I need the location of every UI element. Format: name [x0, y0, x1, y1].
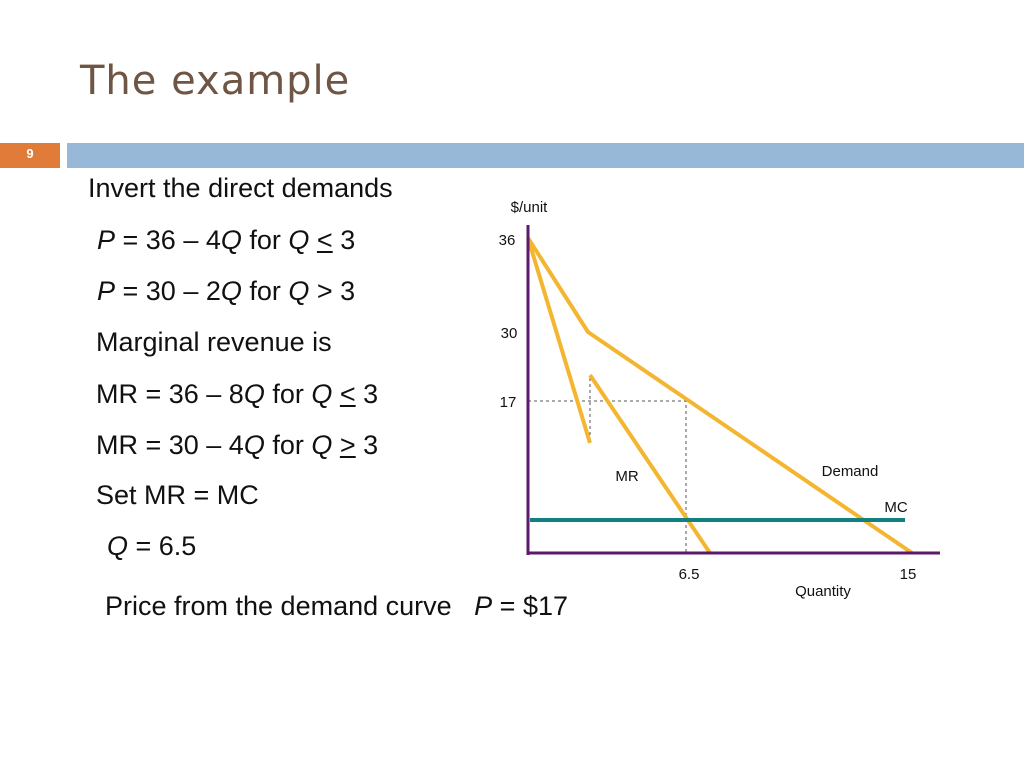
text: Q — [288, 225, 310, 255]
text: = 30 – 2 — [115, 276, 221, 306]
text: < — [339, 379, 356, 409]
text: MR = 36 – 8 — [96, 379, 244, 409]
text: for — [241, 225, 289, 255]
text: P — [97, 225, 116, 255]
mr-curve — [526, 237, 592, 444]
slide-number: 9 — [0, 143, 60, 168]
text: Q — [243, 430, 265, 460]
y-label: 17 — [500, 394, 517, 411]
text: P — [474, 591, 493, 621]
text-line: Invert the direct demands — [88, 173, 393, 204]
text: Set MR = MC — [96, 480, 259, 510]
text: > — [339, 430, 356, 460]
text-line: P = 30 – 2Q for Q > 3 — [97, 276, 355, 307]
text: Q — [220, 225, 242, 255]
text: Q — [220, 276, 242, 306]
text: 3 — [355, 430, 379, 460]
header-bar — [67, 143, 1024, 168]
curve-label: MC — [884, 499, 907, 516]
text: Q — [311, 379, 333, 409]
guide-line — [528, 400, 687, 553]
text-line: MR = 30 – 4Q for Q > 3 — [96, 430, 378, 461]
demand-curve — [526, 236, 914, 555]
text: Q — [107, 531, 129, 561]
text: = 6.5 — [128, 531, 197, 561]
text: Price from the demand curve — [105, 591, 475, 621]
curve-label: Demand — [822, 463, 879, 480]
text: 3 — [332, 225, 356, 255]
text: 3 — [355, 379, 379, 409]
text: > 3 — [309, 276, 356, 306]
text: Invert the direct demands — [88, 173, 393, 203]
y-label: 36 — [499, 232, 516, 249]
y-label: 30 — [501, 325, 518, 342]
text: for — [264, 430, 312, 460]
mr-curve — [588, 373, 712, 555]
text-line: P = 36 – 4Q for Q < 3 — [97, 225, 355, 256]
y-axis-label: $/unit — [511, 199, 549, 216]
text: for — [241, 276, 289, 306]
text: MR = 30 – 4 — [96, 430, 244, 460]
text: P — [97, 276, 116, 306]
x-axis-label: Quantity — [795, 583, 851, 600]
text-line: Price from the demand curve P = $17 — [105, 591, 568, 622]
text: = $17 — [492, 591, 568, 621]
slide-title: The example — [80, 58, 351, 104]
text: Q — [311, 430, 333, 460]
text-line: Marginal revenue is — [96, 327, 332, 358]
text: Marginal revenue is — [96, 327, 332, 357]
text: Q — [243, 379, 265, 409]
text-line: MR = 36 – 8Q for Q < 3 — [96, 379, 378, 410]
text: Q — [288, 276, 310, 306]
curve-label: MR — [615, 468, 638, 485]
text: for — [264, 379, 312, 409]
x-label: 15 — [900, 566, 917, 583]
x-label: 6.5 — [679, 566, 700, 583]
text-line: Q = 6.5 — [107, 531, 196, 562]
text: < — [316, 225, 333, 255]
text-line: Set MR = MC — [96, 480, 259, 511]
text: = 36 – 4 — [115, 225, 221, 255]
